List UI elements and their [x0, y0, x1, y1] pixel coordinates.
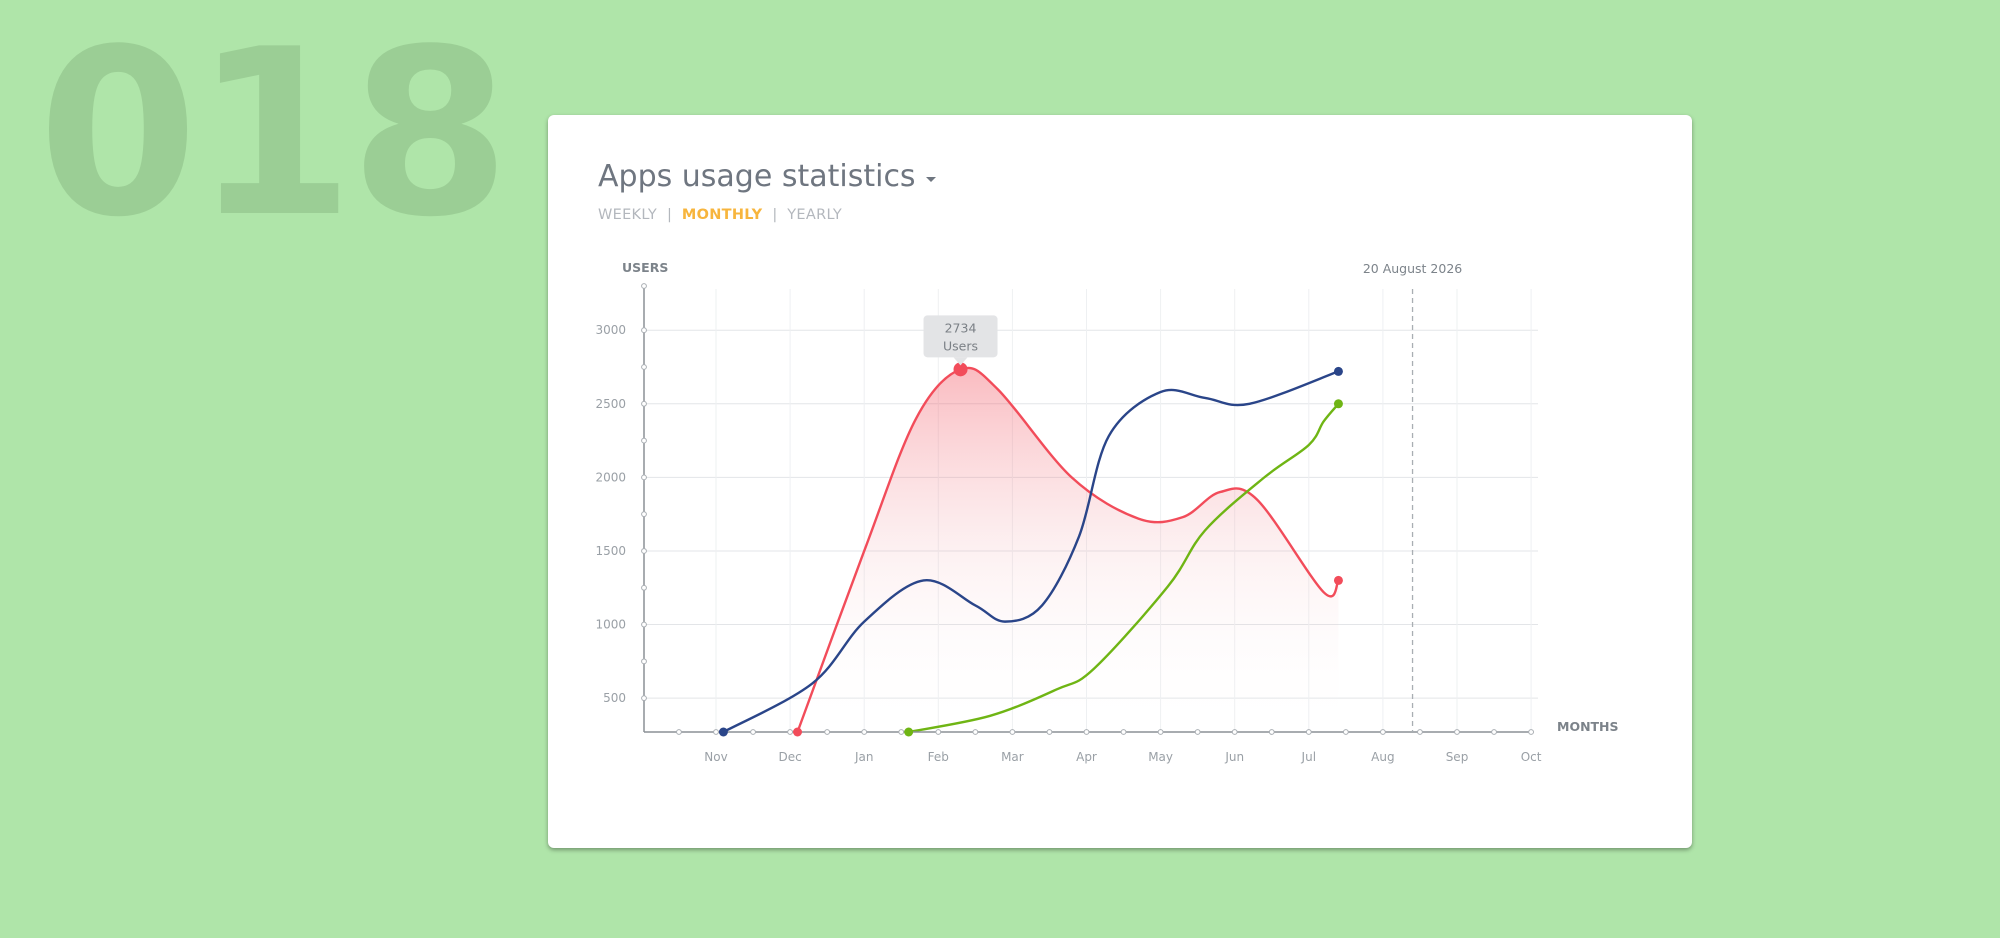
- x-axis-marker: [1342, 729, 1349, 735]
- x-axis-marker: [1009, 729, 1016, 735]
- series-end-point-2: [1333, 399, 1343, 409]
- x-axis-marker: [676, 729, 682, 735]
- y-axis-marker: [641, 584, 647, 591]
- x-axis-marker: [1491, 729, 1497, 735]
- x-tick-label: Jul: [1301, 750, 1316, 764]
- x-tick-label: Apr: [1076, 750, 1097, 764]
- y-tick-label: 1000: [595, 618, 626, 632]
- title-row: Apps usage statistics: [598, 159, 936, 194]
- x-axis-marker: [1157, 729, 1164, 735]
- x-axis-marker: [1380, 729, 1386, 735]
- y-axis-marker: [641, 327, 647, 334]
- y-tick-label: 1500: [595, 544, 626, 558]
- period-tabs: WEEKLY | MONTHLY | YEARLY: [598, 207, 842, 223]
- x-tick-label: Feb: [928, 750, 949, 764]
- chart-card: Apps usage statistics WEEKLY | MONTHLY |…: [548, 115, 1692, 848]
- x-tick-label: Oct: [1521, 750, 1542, 764]
- tab-yearly[interactable]: YEARLY: [787, 207, 843, 223]
- x-axis-marker: [1528, 729, 1534, 735]
- x-axis-marker: [1083, 729, 1090, 735]
- x-axis-marker: [1305, 729, 1312, 735]
- x-axis-marker: [1417, 729, 1423, 735]
- series-line-0: [796, 366, 1340, 734]
- y-axis-marker: [641, 474, 647, 481]
- x-axis-title: MONTHS: [1557, 719, 1619, 734]
- y-tick-label: 2500: [595, 397, 626, 411]
- x-axis-marker: [1454, 729, 1460, 735]
- tab-separator: |: [666, 207, 672, 223]
- series-area-fill: [797, 367, 1339, 732]
- chevron-down-icon[interactable]: [925, 177, 936, 182]
- y-axis-marker: [641, 364, 647, 370]
- line-chart: 500 1000 1500 2000 2500 3000 Nov Dec Jan Feb Mar Ap…: [595, 260, 1619, 764]
- x-axis-marker: [935, 729, 942, 735]
- series-line-1: [722, 370, 1340, 734]
- x-axis-marker: [713, 729, 719, 735]
- x-tick-label: Aug: [1371, 750, 1394, 764]
- x-tick-label: Sep: [1446, 750, 1469, 764]
- y-axis-marker: [641, 437, 647, 444]
- x-axis-marker: [1231, 729, 1238, 735]
- series-end-point-0: [1333, 575, 1343, 585]
- tooltip-unit: Users: [943, 338, 978, 353]
- x-tick-label: Mar: [1001, 750, 1024, 764]
- x-tick-label: Nov: [704, 750, 727, 764]
- tab-separator: |: [772, 207, 778, 223]
- peak-point: [953, 362, 968, 377]
- tab-monthly[interactable]: MONTHLY: [681, 207, 763, 223]
- tab-weekly[interactable]: WEEKLY: [598, 207, 657, 223]
- x-tick-label: Jun: [1224, 750, 1244, 764]
- y-axis-marker: [641, 695, 647, 702]
- x-tick-label: Jan: [854, 750, 874, 764]
- y-axis-marker: [641, 621, 647, 628]
- x-axis-marker: [750, 729, 756, 735]
- y-axis-marker: [641, 511, 647, 518]
- series-start-point-2: [904, 727, 914, 737]
- x-axis-marker: [1194, 729, 1201, 735]
- card-title: Apps usage statistics: [598, 159, 916, 194]
- y-tick-label: 2000: [595, 470, 626, 484]
- y-tick-label: 500: [603, 691, 626, 705]
- series-end-point-1: [1333, 366, 1343, 376]
- tooltip-value: 2734: [945, 320, 977, 335]
- x-tick-label: Dec: [778, 750, 801, 764]
- y-tick-label: 3000: [595, 323, 626, 337]
- y-axis-marker: [641, 658, 647, 665]
- x-axis-marker: [861, 729, 868, 735]
- y-axis-marker: [641, 400, 647, 407]
- tooltip-box: [923, 315, 998, 358]
- series-start-point-0: [793, 727, 803, 737]
- x-axis-marker: [1120, 729, 1127, 735]
- tooltip-arrow: [953, 357, 968, 366]
- series-start-point-1: [718, 727, 728, 737]
- x-axis-marker: [787, 729, 794, 735]
- x-axis-marker: [824, 729, 831, 735]
- shot-number: 018: [38, 1, 510, 268]
- x-axis-marker: [1268, 729, 1275, 735]
- y-axis-title: USERS: [622, 260, 668, 275]
- x-axis-marker: [898, 729, 905, 735]
- x-tick-label: May: [1148, 750, 1173, 764]
- series-line-2: [907, 402, 1340, 734]
- y-axis-marker: [641, 548, 647, 554]
- y-axis-marker: [641, 283, 647, 289]
- x-axis-marker: [972, 729, 979, 735]
- x-axis-marker: [1046, 729, 1053, 735]
- date-marker-label: 20 August 2026: [1363, 261, 1462, 276]
